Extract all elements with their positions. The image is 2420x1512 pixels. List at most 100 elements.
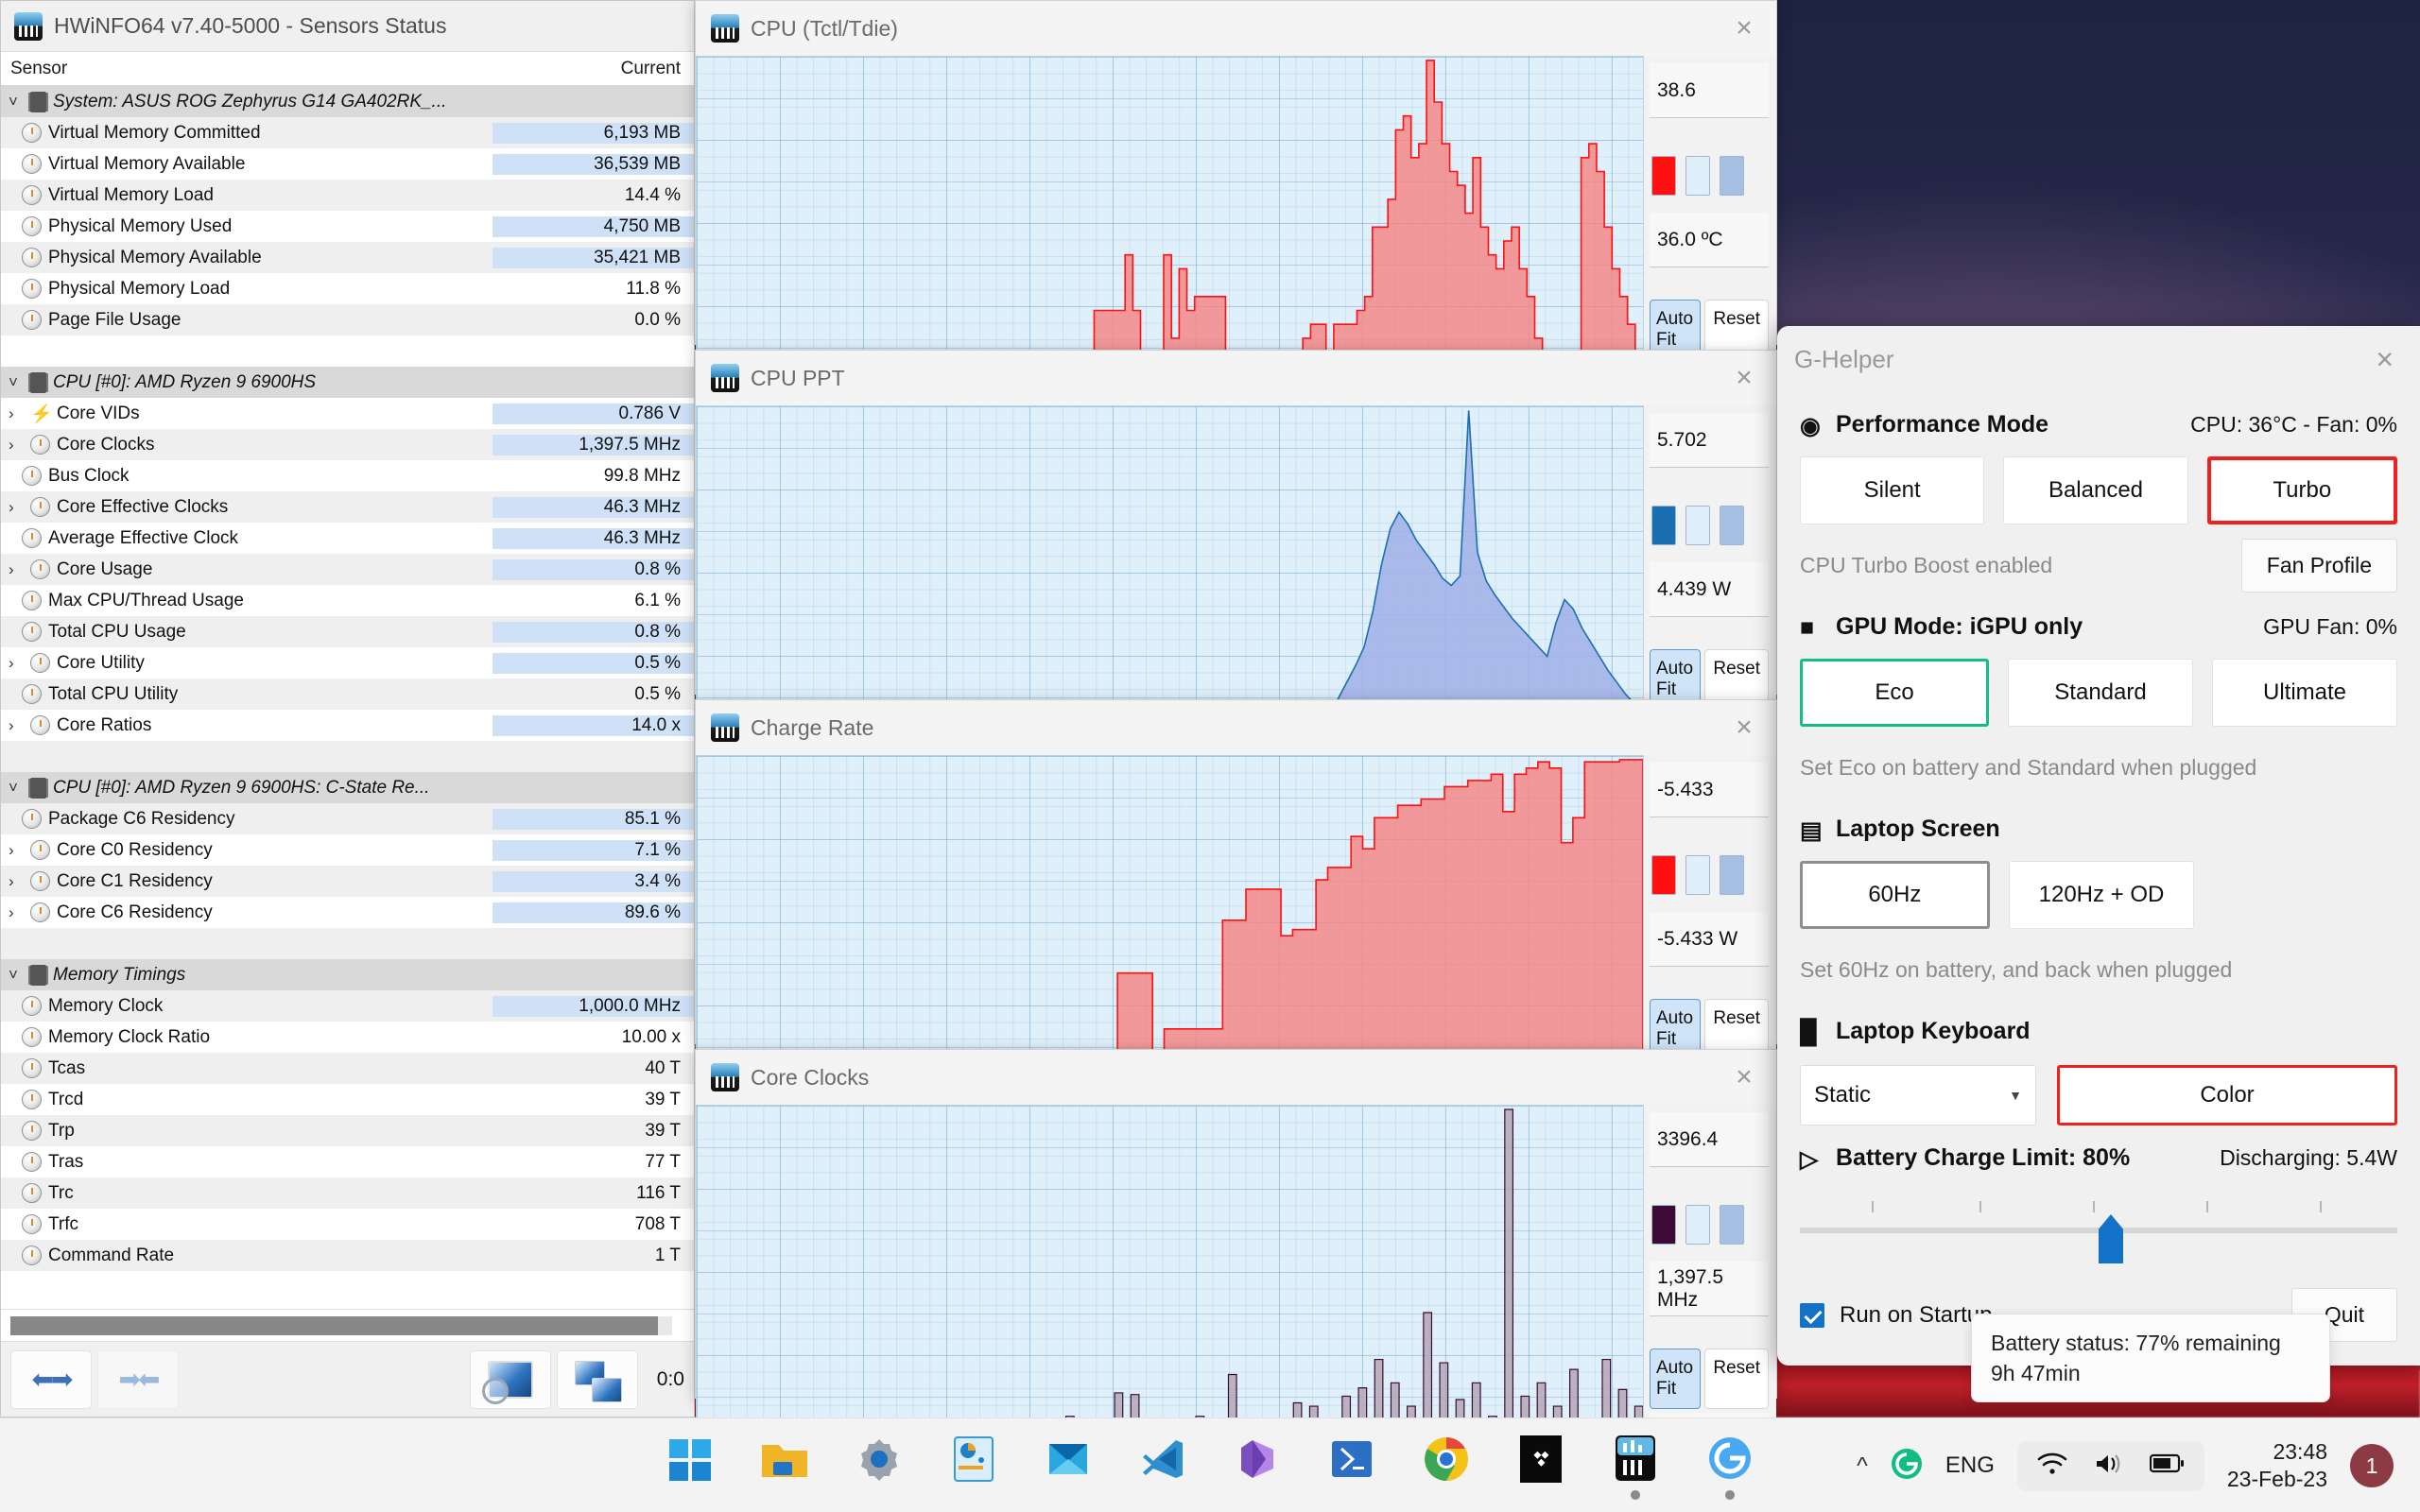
taskbar-start-button[interactable] [661, 1432, 719, 1500]
graph-color-swatches[interactable] [1650, 122, 1769, 209]
sensor-row[interactable]: › Core Effective Clocks 46.3 MHz [1, 491, 694, 523]
notification-badge[interactable]: 1 [2350, 1444, 2394, 1487]
graph-titlebar[interactable]: Charge Rate × [696, 700, 1776, 755]
quick-settings-group[interactable] [2016, 1440, 2204, 1491]
swatch-min-color[interactable] [1685, 156, 1710, 196]
sensor-row[interactable]: Memory Clock Ratio 10.00 x [1, 1022, 694, 1053]
hwinfo-horizontal-scrollbar[interactable] [1, 1309, 694, 1341]
taskbar-vs-code[interactable] [1133, 1432, 1192, 1500]
taskbar-visual-studio[interactable] [1228, 1432, 1287, 1500]
graph-titlebar[interactable]: Core Clocks × [696, 1050, 1776, 1105]
reset-button[interactable]: Reset [1704, 1349, 1769, 1409]
sensor-row[interactable]: Total CPU Utility 0.5 % [1, 679, 694, 710]
swatch-avg-color[interactable] [1720, 1205, 1744, 1245]
chevron-right-icon[interactable]: › [9, 653, 14, 672]
taskbar-control-panel[interactable] [944, 1432, 1003, 1500]
sensor-row[interactable]: › Core C1 Residency 3.4 % [1, 866, 694, 897]
chevron-right-icon[interactable]: › [9, 871, 14, 890]
close-icon[interactable]: × [1736, 362, 1753, 393]
sensor-row[interactable]: › Core Utility 0.5 % [1, 647, 694, 679]
sensor-row[interactable]: Physical Memory Load 11.8 % [1, 273, 694, 304]
graph-window-core-clocks[interactable]: Core Clocks × 3396.4 1,397.5 MHz Auto Fi… [695, 1049, 1777, 1475]
perf-option-turbo[interactable]: Turbo [2206, 456, 2397, 524]
scrollbar-track[interactable] [10, 1315, 672, 1335]
sensor-row[interactable]: › Core Clocks 1,397.5 MHz [1, 429, 694, 460]
chevron-right-icon[interactable]: › [9, 840, 14, 859]
swatch-avg-color[interactable] [1720, 506, 1744, 545]
taskbar-g-helper[interactable] [1701, 1432, 1759, 1500]
battery-charge-limit-slider[interactable] [1800, 1201, 2397, 1267]
hwinfo-bottom-toolbar[interactable]: ⬅➡ ➡⬅ 0:0 [1, 1341, 694, 1417]
graph-window-cpu-ppt[interactable]: CPU PPT × 5.702 4.439 W Auto Fit Reset 4… [695, 350, 1777, 776]
graph-color-swatches[interactable] [1650, 472, 1769, 558]
sensor-row[interactable]: Trcd 39 T [1, 1084, 694, 1115]
swatch-series-color[interactable] [1651, 156, 1676, 196]
swatch-min-color[interactable] [1685, 855, 1710, 895]
scrollbar-thumb[interactable] [10, 1315, 658, 1335]
chevron-right-icon[interactable]: › [9, 559, 14, 578]
gpu-option-ultimate[interactable]: Ultimate [2212, 659, 2397, 727]
taskbar-chrome[interactable] [1417, 1432, 1476, 1500]
taskbar-hwinfo[interactable] [1606, 1432, 1665, 1500]
battery-tray-icon[interactable] [2149, 1452, 2186, 1481]
volume-icon[interactable] [2093, 1451, 2125, 1482]
perf-option-balanced[interactable]: Balanced [2003, 456, 2188, 524]
sensor-row[interactable]: Physical Memory Available 35,421 MB [1, 242, 694, 273]
taskbar-settings[interactable] [850, 1432, 908, 1500]
windows-taskbar[interactable]: ^ ENG 23:48 23-Feb-23 1 [0, 1418, 2420, 1512]
taskbar-powershell[interactable] [1322, 1432, 1381, 1500]
chevron-down-icon[interactable]: ˅ [9, 965, 18, 984]
slider-thumb[interactable] [2099, 1214, 2123, 1263]
taskbar-file-explorer[interactable] [755, 1432, 814, 1500]
sensor-row[interactable]: Page File Usage 0.0 % [1, 304, 694, 335]
wifi-icon[interactable] [2036, 1451, 2068, 1482]
sensor-row[interactable]: Physical Memory Used 4,750 MB [1, 211, 694, 242]
sensor-row[interactable]: › Core C6 Residency 89.6 % [1, 897, 694, 928]
chevron-up-icon[interactable]: ^ [1857, 1452, 1868, 1479]
sensor-row[interactable]: Virtual Memory Load 14.4 % [1, 180, 694, 211]
chevron-down-icon[interactable]: ˅ [9, 372, 18, 391]
sensor-row[interactable]: Command Rate 1 T [1, 1240, 694, 1271]
sensor-preview-button[interactable] [469, 1349, 551, 1409]
expand-columns-button[interactable]: ⬅➡ [10, 1349, 92, 1409]
close-icon[interactable]: × [2376, 341, 2394, 376]
keyboard-color-button[interactable]: Color [2057, 1065, 2397, 1125]
sensor-row[interactable]: Bus Clock 99.8 MHz [1, 460, 694, 491]
sensor-row[interactable]: › Core Ratios 14.0 x [1, 710, 694, 741]
language-indicator[interactable]: ENG [1945, 1452, 1995, 1478]
graph-window-cpu-tctl[interactable]: CPU (Tctl/Tdie) × 38.6 36.0 ºC Auto Fit … [695, 0, 1777, 426]
gpu-option-eco[interactable]: Eco [1800, 659, 1989, 727]
sensor-row[interactable]: › ⚡ Core VIDs 0.786 V [1, 398, 694, 429]
collapse-columns-button[interactable]: ➡⬅ [97, 1349, 179, 1409]
column-header-sensor[interactable]: Sensor [10, 58, 68, 78]
auto-fit-button[interactable]: Auto Fit [1650, 1349, 1702, 1409]
multi-monitor-button[interactable] [556, 1349, 638, 1409]
sensor-row[interactable]: Trp 39 T [1, 1115, 694, 1146]
keyboard-mode-select[interactable]: Static ▼ [1800, 1065, 2036, 1125]
graph-color-swatches[interactable] [1650, 821, 1769, 908]
sensor-row[interactable]: Trc 116 T [1, 1177, 694, 1209]
screen-option-120hz-od[interactable]: 120Hz + OD [2008, 861, 2195, 929]
sensor-row[interactable]: Trfc 708 T [1, 1209, 694, 1240]
sensor-group-row[interactable]: ˅ CPU [#0]: AMD Ryzen 9 6900HS [1, 367, 694, 398]
swatch-min-color[interactable] [1685, 1205, 1710, 1245]
sensor-row[interactable]: Virtual Memory Committed 6,193 MB [1, 117, 694, 148]
sensor-row[interactable]: › Core Usage 0.8 % [1, 554, 694, 585]
perf-option-silent[interactable]: Silent [1800, 456, 1985, 524]
graph-titlebar[interactable]: CPU (Tctl/Tdie) × [696, 1, 1776, 56]
column-header-current[interactable]: Current [620, 58, 681, 78]
sensor-row[interactable]: › Core C0 Residency 7.1 % [1, 834, 694, 866]
sensor-row[interactable]: Tcas 40 T [1, 1053, 694, 1084]
g-helper-tray-icon[interactable] [1891, 1448, 1923, 1485]
sensor-group-row[interactable]: ˅ CPU [#0]: AMD Ryzen 9 6900HS: C-State R… [1, 772, 694, 803]
chevron-right-icon[interactable]: › [9, 902, 14, 921]
chevron-down-icon[interactable]: ˅ [9, 778, 18, 797]
taskbar-clock[interactable]: 23:48 23-Feb-23 [2227, 1438, 2327, 1494]
close-icon[interactable]: × [1736, 12, 1753, 43]
graph-color-swatches[interactable] [1650, 1171, 1769, 1258]
hwinfo-titlebar[interactable]: HWiNFO64 v7.40-5000 - Sensors Status [1, 1, 694, 52]
swatch-series-color[interactable] [1651, 506, 1676, 545]
sensor-row[interactable]: Memory Clock 1,000.0 MHz [1, 990, 694, 1022]
swatch-series-color[interactable] [1651, 855, 1676, 895]
sensor-group-row[interactable]: ˅ System: ASUS ROG Zephyrus G14 GA402RK_.… [1, 86, 694, 117]
